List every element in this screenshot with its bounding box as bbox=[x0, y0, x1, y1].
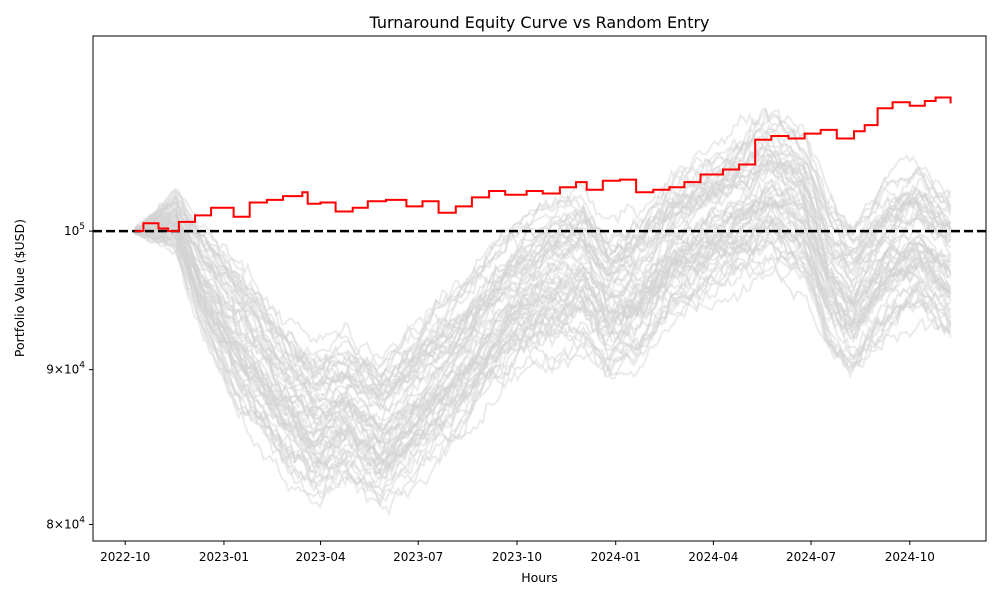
random-entry-line bbox=[134, 227, 952, 489]
random-entry-line bbox=[134, 192, 952, 443]
random-entry-line bbox=[134, 222, 952, 475]
y-axis-ticks: 105 9×104 8×104 bbox=[46, 222, 93, 531]
random-entry-line bbox=[134, 162, 951, 434]
random-entry-line bbox=[134, 112, 952, 373]
x-tick-label: 2023-01 bbox=[199, 550, 249, 564]
random-entry-line bbox=[134, 152, 951, 408]
x-tick-label: 2023-04 bbox=[295, 550, 345, 564]
random-entry-line bbox=[134, 143, 952, 400]
random-entry-line bbox=[134, 227, 952, 510]
random-entry-line bbox=[133, 145, 952, 392]
random-entry-line bbox=[134, 196, 952, 466]
random-entry-line bbox=[134, 152, 952, 410]
random-entry-line bbox=[134, 229, 952, 505]
random-entry-line bbox=[134, 127, 952, 387]
random-entry-line bbox=[134, 214, 952, 465]
random-entry-line bbox=[134, 106, 952, 389]
x-tick-label: 2023-07 bbox=[393, 550, 443, 564]
random-entry-line bbox=[134, 211, 952, 469]
random-entry-line bbox=[134, 197, 951, 464]
random-entry-line bbox=[134, 194, 952, 444]
x-tick-label: 2024-10 bbox=[885, 550, 935, 564]
x-axis-label: Hours bbox=[521, 570, 558, 585]
random-entry-line bbox=[134, 227, 952, 456]
random-entry-line bbox=[134, 142, 952, 396]
y-axis-label: Portfolio Value ($USD) bbox=[12, 219, 27, 357]
random-entry-line bbox=[134, 157, 952, 404]
random-entry-line bbox=[134, 210, 951, 457]
chart-title: Turnaround Equity Curve vs Random Entry bbox=[368, 13, 709, 32]
random-entry-line bbox=[134, 144, 952, 402]
y-tick-label: 105 bbox=[64, 222, 85, 238]
y-tick-label: 9×104 bbox=[46, 361, 85, 377]
random-entry-line bbox=[134, 162, 951, 404]
random-entry-line bbox=[134, 123, 952, 394]
random-entry-line bbox=[134, 157, 952, 411]
x-axis-ticks: 2022-10 2023-01 2023-04 2023-07 2023-10 2024-… bbox=[100, 541, 935, 564]
random-entry-line bbox=[134, 137, 952, 390]
random-entry-line bbox=[134, 181, 952, 439]
random-entry-curves bbox=[133, 106, 952, 517]
random-entry-line bbox=[134, 197, 951, 434]
random-entry-line bbox=[134, 199, 952, 464]
random-entry-line bbox=[134, 118, 952, 368]
random-entry-line bbox=[134, 128, 952, 390]
random-entry-line bbox=[134, 180, 952, 463]
random-entry-line bbox=[134, 228, 952, 517]
random-entry-line bbox=[134, 229, 952, 493]
random-entry-line bbox=[134, 198, 952, 475]
random-entry-line bbox=[134, 219, 951, 475]
random-entry-line bbox=[133, 218, 951, 454]
plot-frame bbox=[92, 35, 987, 542]
random-entry-line bbox=[134, 158, 951, 430]
x-tick-label: 2023-10 bbox=[492, 550, 542, 564]
random-entry-line bbox=[134, 177, 952, 440]
random-entry-line bbox=[134, 178, 952, 445]
random-entry-line bbox=[134, 231, 952, 509]
y-tick-label: 8×104 bbox=[46, 515, 85, 531]
random-entry-line bbox=[134, 185, 951, 427]
random-entry-line bbox=[134, 119, 952, 384]
random-entry-line bbox=[134, 230, 952, 503]
strategy-equity-line bbox=[134, 96, 952, 233]
random-entry-line bbox=[134, 228, 951, 485]
x-tick-label: 2024-07 bbox=[786, 550, 836, 564]
random-entry-line bbox=[134, 107, 952, 370]
random-entry-line bbox=[134, 214, 952, 479]
random-entry-line bbox=[134, 166, 952, 427]
x-tick-label: 2024-04 bbox=[688, 550, 738, 564]
x-tick-label: 2022-10 bbox=[100, 550, 150, 564]
random-entry-line bbox=[134, 218, 951, 468]
random-entry-line bbox=[134, 199, 952, 438]
random-entry-line bbox=[134, 157, 952, 414]
x-tick-label: 2024-01 bbox=[591, 550, 641, 564]
random-entry-line bbox=[134, 204, 952, 469]
random-entry-line bbox=[134, 196, 951, 462]
random-entry-line bbox=[134, 229, 952, 479]
random-entry-line bbox=[134, 150, 952, 393]
random-entry-line bbox=[134, 194, 952, 458]
random-entry-line bbox=[134, 188, 952, 444]
